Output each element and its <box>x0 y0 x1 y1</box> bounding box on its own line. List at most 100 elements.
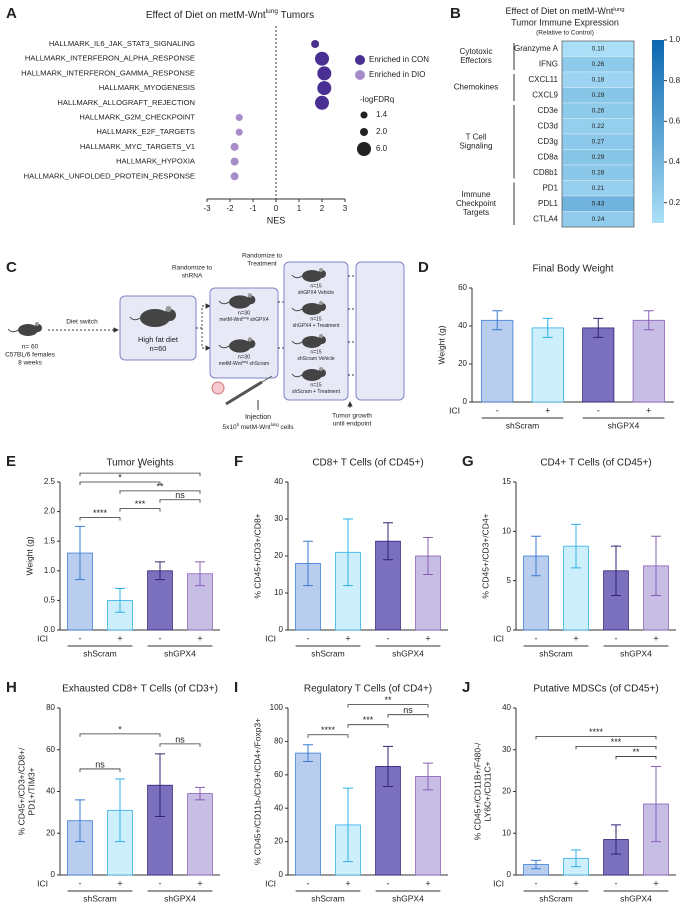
y-tick-label: 1.0 <box>44 566 56 575</box>
dot <box>230 142 239 151</box>
arm-label-part: metM-Wnt <box>219 361 243 367</box>
x-tick-label: + <box>653 878 658 888</box>
group-label: shScram <box>83 648 117 658</box>
group-label: shScram <box>311 648 345 658</box>
row-label: CD3g <box>538 137 558 146</box>
cell-label: 0.22 <box>592 123 605 130</box>
y-tick-label: 0 <box>279 625 284 634</box>
colorbar <box>652 40 664 223</box>
size-legend-label: 2.0 <box>376 127 388 136</box>
bar <box>481 319 514 403</box>
error-bar <box>423 537 433 575</box>
colorbar-tick-label: 1.0 <box>669 35 681 44</box>
y-tick-label: 20 <box>274 551 283 560</box>
category-label: HALLMARK_INTERFERON_ALPHA_RESPONSE <box>25 54 195 63</box>
group-label: Immune <box>462 190 491 199</box>
panel-letter: D <box>418 259 429 276</box>
x-tick-label: - <box>615 633 618 643</box>
colorbar-tick-label: 0.6 <box>669 116 681 125</box>
row-label: CD3d <box>538 121 558 130</box>
category-label: HALLMARK_G2M_CHECKPOINT <box>79 113 195 122</box>
y-tick-label: 10 <box>502 526 511 535</box>
y-tick-label: 30 <box>274 514 283 523</box>
y-tick-label: 40 <box>458 321 467 330</box>
group-label: shScram <box>539 648 573 658</box>
panel-letter: I <box>234 679 238 696</box>
error-bar <box>115 778 125 843</box>
chart-title-part: Effect of Diet on metM-Wnt <box>506 6 614 16</box>
x-tick-label: + <box>345 878 350 888</box>
error-bar <box>423 762 433 791</box>
arm-label: shScram + Treatment <box>292 389 341 395</box>
y-tick-label: 2.0 <box>44 507 56 516</box>
y-tick-label: 20 <box>458 359 467 368</box>
significance-label: *** <box>611 737 622 747</box>
significance-bracket <box>387 714 429 718</box>
error-bar <box>155 561 165 581</box>
group-label: Cytotoxic <box>460 47 493 56</box>
chart-title: Final Body Weight <box>533 264 614 275</box>
row-label: IFNG <box>539 59 558 68</box>
x-axis-label: ICI <box>265 878 276 888</box>
chart-title: Tumor Weights <box>106 458 173 469</box>
error-bar <box>531 859 541 870</box>
legend-label: Enriched in CON <box>369 55 429 64</box>
y-tick-label: 40 <box>274 477 283 486</box>
x-tick-label: + <box>425 878 430 888</box>
x-tick-label: + <box>573 878 578 888</box>
mouse-icon <box>291 307 303 312</box>
row-label: CTLA4 <box>533 214 558 223</box>
x-tick-label: - <box>79 633 82 643</box>
x-tick-label: - <box>307 878 310 888</box>
significance-bracket <box>615 756 657 760</box>
x-tick-label: - <box>307 633 310 643</box>
colorbar-tick-label: 0.2 <box>669 198 681 207</box>
injection-label: Injection <box>245 414 271 421</box>
significance-label: *** <box>363 715 374 725</box>
mouse-icon <box>246 295 256 305</box>
x-axis-label: ICI <box>265 633 276 643</box>
y-axis-label: PD1+/TIM3+ <box>26 767 36 815</box>
group-label: shGPX4 <box>608 420 640 430</box>
step-label: Diet switch <box>66 319 98 326</box>
step-label: Treatment <box>247 261 277 268</box>
significance-bracket <box>79 733 161 737</box>
chart-title-part: Effect of Diet on metM-Wnt <box>146 10 266 21</box>
y-axis-label: Weight (g) <box>24 536 34 575</box>
mouse-icon <box>129 316 141 321</box>
y-tick-label: 80 <box>274 737 283 746</box>
chart-title: CD4+ T Cells (of CD45+) <box>540 458 651 469</box>
group-label: Chemokines <box>454 83 498 92</box>
x-tick-label: + <box>425 633 430 643</box>
arm-label-part: metM-Wnt <box>219 317 243 323</box>
y-tick-label: 10 <box>502 828 511 837</box>
stage-box <box>283 261 349 401</box>
arm-label: metM-Wntlung shScram <box>219 360 269 367</box>
error-bar <box>343 787 353 863</box>
mouse-icon <box>164 309 176 321</box>
group-label: Checkpoint <box>456 199 497 208</box>
x-tick-label: + <box>197 878 202 888</box>
cells-label-part: cells <box>279 424 295 431</box>
x-tick-label: + <box>117 633 122 643</box>
y-tick-label: 0 <box>507 870 512 879</box>
y-tick-label: 20 <box>46 828 55 837</box>
significance-label: ** <box>156 481 164 491</box>
chart-title: Exhausted CD8+ T Cells (of CD3+) <box>62 684 218 695</box>
mouse-icon <box>218 344 230 349</box>
dot <box>230 157 239 166</box>
arm-label-part: shGPX4 <box>249 317 269 323</box>
category-label: HALLMARK_MYC_TARGETS_V1 <box>80 142 195 151</box>
arm-label: n=15 <box>310 349 321 355</box>
y-axis-label: LY6C+/CD11C+ <box>482 761 492 821</box>
category-label: HALLMARK_E2F_TARGETS <box>96 127 195 136</box>
group-label: shGPX4 <box>620 648 652 658</box>
mouse-icon <box>247 293 253 298</box>
significance-bracket <box>79 472 201 477</box>
start-label: 8 weeks <box>18 360 43 367</box>
x-tick-label: - <box>535 878 538 888</box>
y-tick-label: 0.0 <box>44 625 56 634</box>
cells-label-part: 5x10 <box>222 424 236 431</box>
category-label: HALLMARK_UNFOLDED_PROTEIN_RESPONSE <box>24 171 195 180</box>
